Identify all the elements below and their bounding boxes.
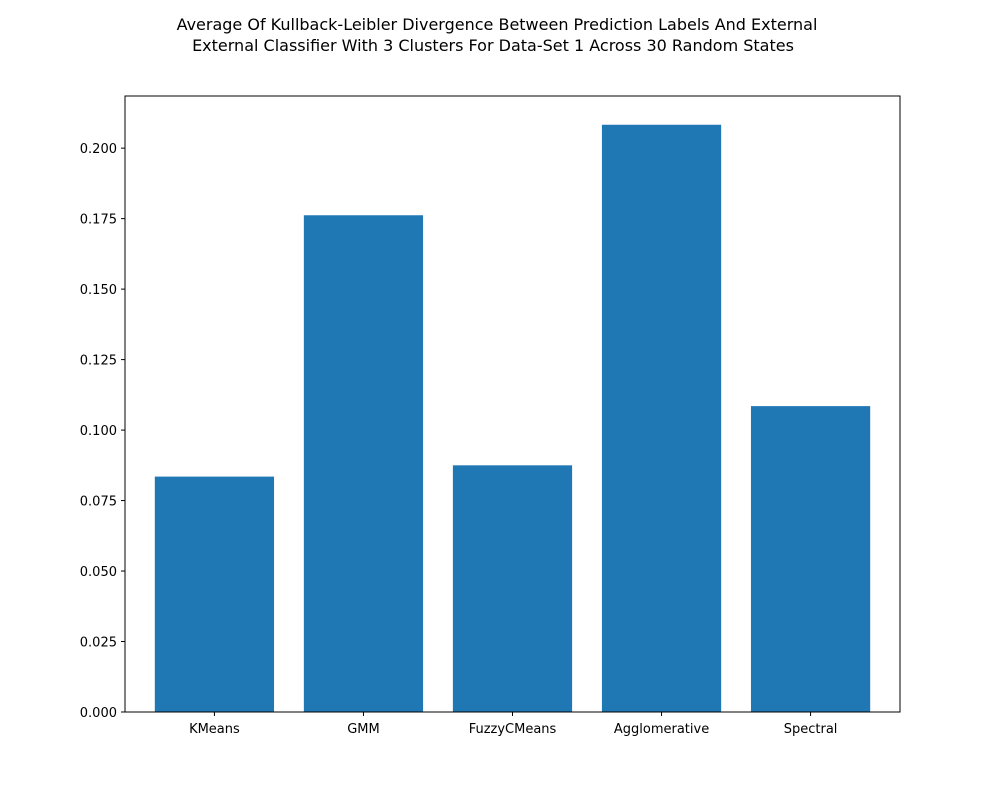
bar-agglomerative xyxy=(601,124,722,713)
y-tick-label: 0.200 xyxy=(80,142,117,157)
plot-frame xyxy=(124,95,901,713)
x-axis: KMeans GMM FuzzyCMeans Agglomerative Spectra… xyxy=(189,712,837,737)
bar-spectral xyxy=(750,406,871,712)
bars-layer xyxy=(154,124,871,713)
y-tick-label: 0.100 xyxy=(80,424,117,439)
y-tick-label: 0.075 xyxy=(80,495,117,510)
y-tick-label: 0.150 xyxy=(80,283,117,298)
chart-subtitle: External Classifier With 3 Clusters For … xyxy=(192,36,794,55)
y-tick-label: 0.125 xyxy=(80,354,117,369)
bar-gmm xyxy=(303,215,424,712)
x-tick-label: Agglomerative xyxy=(614,722,709,737)
y-tick-label: 0.025 xyxy=(80,636,117,651)
bar-fuzzycmeans xyxy=(452,465,573,712)
bar-kmeans xyxy=(154,476,275,712)
x-tick-label: FuzzyCMeans xyxy=(469,722,557,737)
x-tick-label: GMM xyxy=(347,722,380,737)
y-tick-label: 0.000 xyxy=(80,706,117,721)
x-tick-label: KMeans xyxy=(189,722,240,737)
x-tick-label: Spectral xyxy=(784,722,838,737)
y-axis: 0.000 0.025 0.050 0.075 0.100 0.125 0.150 0.175… xyxy=(80,142,125,721)
y-tick-label: 0.175 xyxy=(80,213,117,228)
y-tick-label: 0.050 xyxy=(80,565,117,580)
chart-title: Average Of Kullback-Leibler Divergence B… xyxy=(177,15,818,34)
